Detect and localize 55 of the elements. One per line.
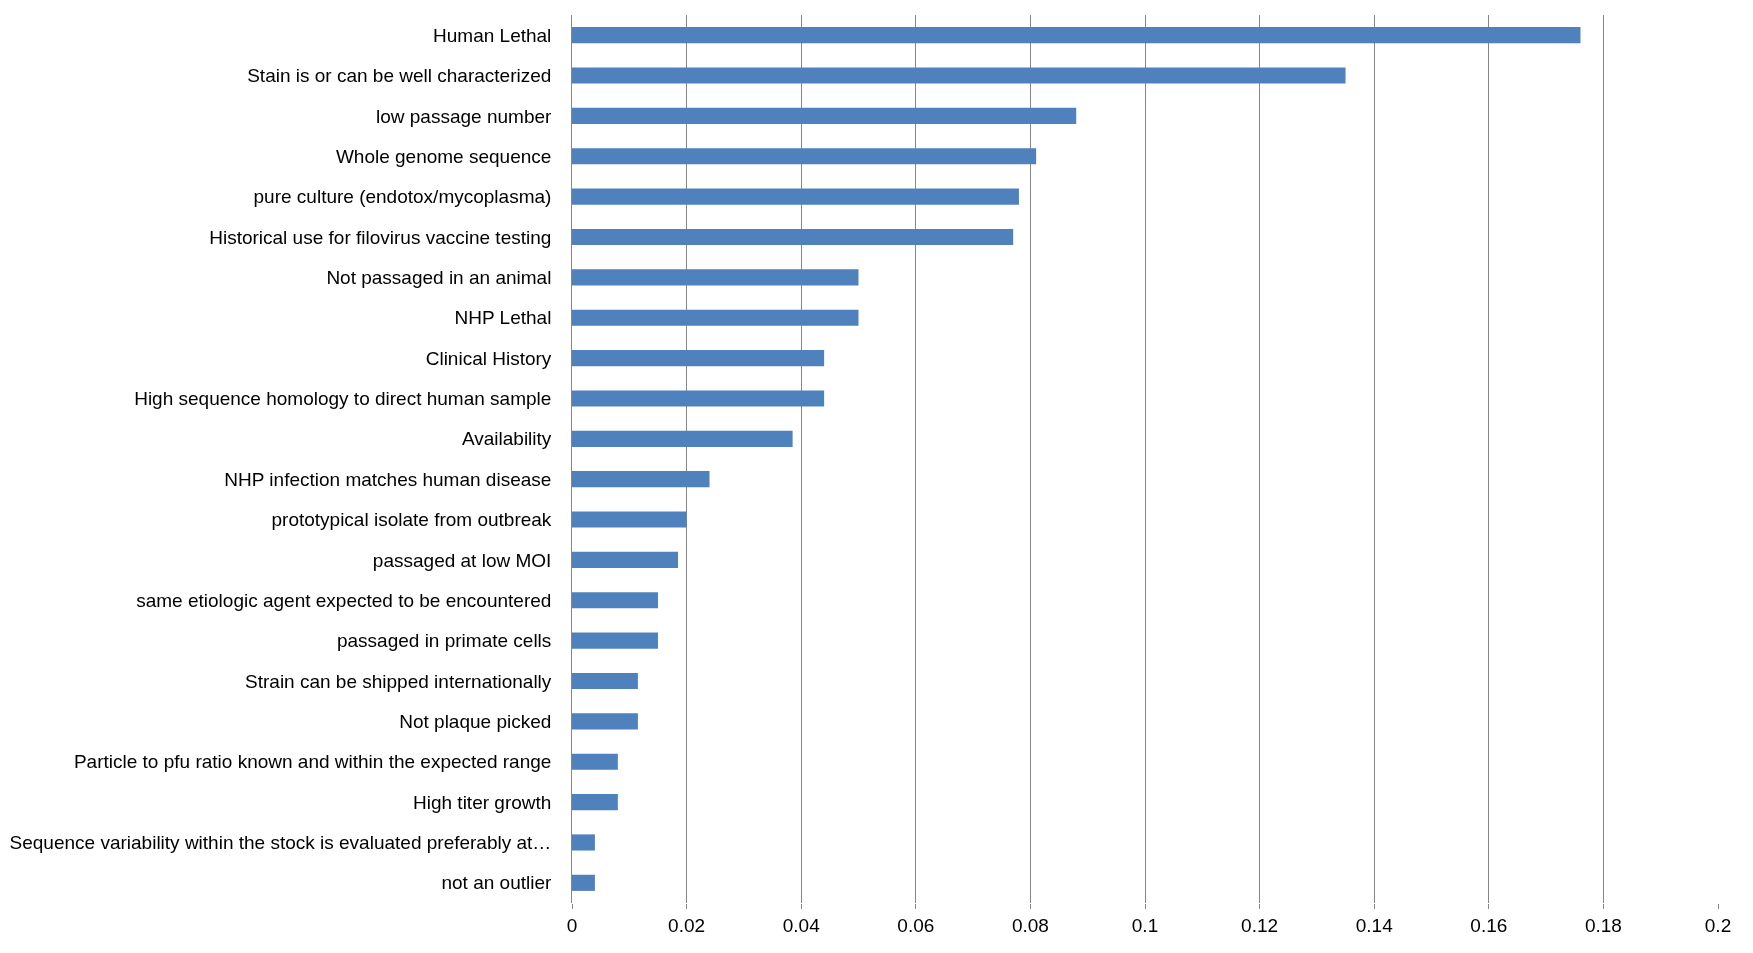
bar	[572, 672, 638, 690]
bar	[572, 834, 595, 851]
bar	[572, 107, 1077, 124]
y-tick-label: passaged in primate cells	[336, 630, 568, 652]
x-tick-label: 0.02	[668, 914, 706, 936]
bar	[572, 67, 1346, 84]
y-tick-label: NHP Lethal	[454, 307, 568, 329]
x-tick-label: 0.08	[1011, 914, 1049, 936]
y-tick-label: Not passaged in an animal	[326, 267, 568, 289]
bar	[572, 430, 793, 447]
bar	[572, 188, 1019, 205]
y-tick-label: passaged at low MOI	[372, 549, 568, 571]
bar	[572, 592, 658, 609]
bar	[572, 511, 687, 528]
bar	[572, 350, 825, 367]
bar	[572, 471, 710, 488]
x-tick-label: 0.12	[1241, 914, 1279, 936]
x-tick-label: 0.16	[1470, 914, 1508, 936]
bar	[572, 390, 825, 407]
y-tick-label: NHP infection matches human disease	[224, 468, 568, 490]
bar	[572, 269, 859, 286]
x-tick-label: 0.2	[1704, 914, 1732, 936]
x-tick-label: 0.1	[1131, 914, 1159, 936]
x-tick-label: 0	[566, 914, 578, 936]
y-tick-label: Human Lethal	[433, 24, 568, 46]
x-tick-label: 0.14	[1355, 914, 1394, 936]
y-tick-label: Particle to pfu ratio known and within the expected range	[73, 751, 568, 773]
y-tick-label: low passage number	[376, 105, 568, 127]
y-tick-label: Not plaque picked	[399, 711, 568, 733]
y-tick-label: same etiologic agent expected to be encountered	[136, 589, 568, 611]
y-tick-label: Historical use for filovirus vaccine testing	[209, 226, 568, 248]
bar	[572, 27, 1581, 44]
y-tick-label: Stain is or can be well characterized	[247, 65, 568, 87]
bar	[572, 228, 1014, 246]
y-tick-label: Clinical History	[425, 347, 568, 369]
y-tick-label: High titer growth	[413, 791, 568, 813]
y-tick-label: prototypical isolate from outbreak	[271, 509, 568, 531]
x-tick-label: 0.18	[1584, 914, 1622, 936]
y-tick-label: pure culture (endotox/mycoplasma)	[253, 186, 568, 208]
bar	[572, 309, 859, 326]
y-tick-label: Availability	[461, 428, 568, 450]
bar	[572, 632, 658, 649]
bar	[572, 874, 595, 891]
y-tick-label: Whole genome sequence	[335, 145, 568, 167]
bar	[572, 551, 679, 568]
bar	[572, 713, 638, 730]
y-tick-label: Sequence variability within the stock is evaluated preferably at…	[9, 832, 568, 854]
bar	[572, 794, 618, 811]
y-tick-label: High sequence homology to direct human sample	[134, 388, 568, 410]
bar	[572, 753, 618, 770]
x-tick-label: 0.06	[897, 914, 935, 936]
y-tick-label: Strain can be shipped internationally	[245, 670, 568, 692]
y-tick-label: not an outlier	[441, 872, 568, 894]
x-tick-label: 0.04	[782, 914, 821, 936]
bar	[572, 148, 1037, 165]
